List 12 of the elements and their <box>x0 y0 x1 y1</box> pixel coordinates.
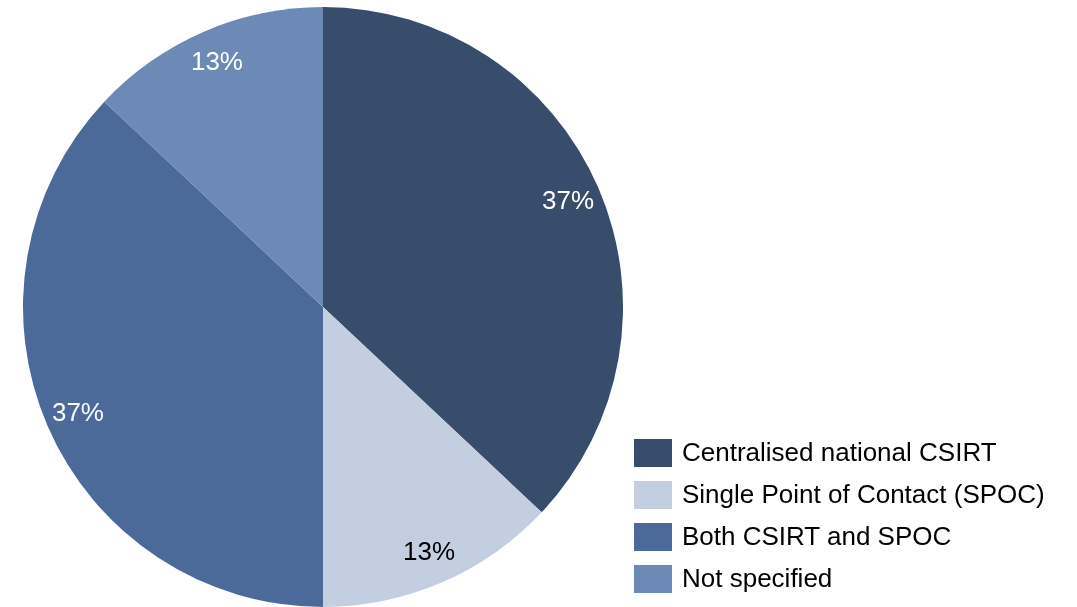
data-label: 13% <box>190 45 243 76</box>
legend-label: Centralised national CSIRT <box>682 437 997 467</box>
legend-label: Not specified <box>682 563 833 593</box>
pie-slice <box>104 7 323 307</box>
pie-slice <box>23 101 323 607</box>
data-label: 13% <box>403 536 456 567</box>
legend-label: Single Point of Contact (SPOC) <box>682 479 1045 509</box>
legend-label: Both CSIRT and SPOC <box>682 521 952 551</box>
pie-slice <box>323 307 542 607</box>
data-label: 37% <box>542 184 595 215</box>
data-label: 37% <box>51 397 104 428</box>
pie-slice <box>323 7 623 513</box>
